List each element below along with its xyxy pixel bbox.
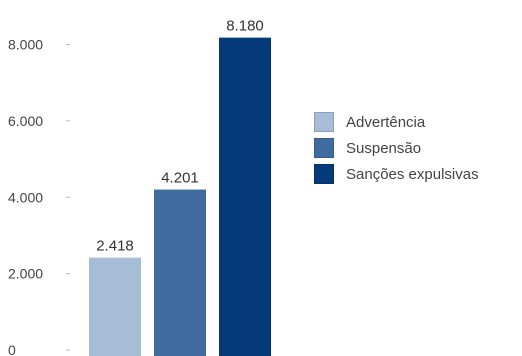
bars (89, 37, 271, 356)
y-axis: 0 2.000 4.000 6.000 8.000 (8, 37, 70, 356)
y-tick-label: 0 (8, 342, 16, 356)
legend-item-advertencia: Advertência (314, 110, 479, 134)
legend-item-sancoes-expulsivas: Sanções expulsivas (314, 162, 479, 186)
data-label: 2.418 (96, 238, 134, 255)
legend-swatch-advertencia (314, 112, 334, 132)
bar-sanções-expulsivas (219, 37, 271, 356)
bar-advertência (89, 257, 141, 356)
y-tick-label: 2.000 (8, 266, 43, 282)
y-tick-label: 4.000 (8, 189, 43, 205)
data-label: 4.201 (161, 170, 199, 187)
y-tick-label: 8.000 (8, 37, 43, 53)
data-label: 8.180 (226, 18, 264, 35)
legend-label-sancoes-expulsivas: Sanções expulsivas (346, 165, 479, 183)
legend-swatch-suspensao (314, 138, 334, 158)
legend-label-advertencia: Advertência (346, 113, 426, 131)
data-labels: 2.418 4.201 8.180 (96, 18, 264, 255)
bar-suspensão (154, 189, 206, 356)
y-tick-label: 6.000 (8, 113, 43, 129)
legend-swatch-sancoes-expulsivas (314, 164, 334, 184)
legend-label-suspensao: Suspensão (346, 139, 422, 157)
legend: Advertência Suspensão Sanções expulsivas (314, 110, 479, 188)
legend-item-suspensao: Suspensão (314, 136, 479, 160)
